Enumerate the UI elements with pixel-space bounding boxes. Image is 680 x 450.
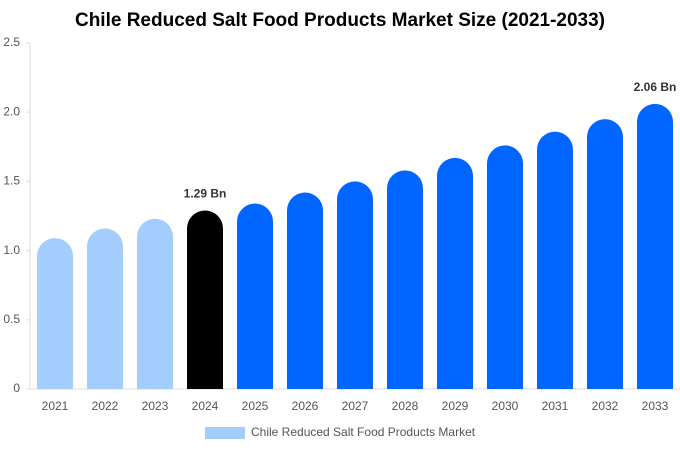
y-tick-label: 0.5: [3, 312, 20, 326]
bar: [237, 203, 273, 389]
x-tick-label: 2032: [592, 399, 619, 413]
x-tick-label: 2023: [142, 399, 169, 413]
legend-label: Chile Reduced Salt Food Products Market: [251, 425, 476, 439]
bar: [287, 192, 323, 389]
y-tick-label: 1.5: [3, 174, 20, 188]
x-tick-label: 2021: [42, 399, 69, 413]
x-tick-label: 2025: [242, 399, 269, 413]
bar: [587, 119, 623, 389]
value-label: 2.06 Bn: [634, 80, 677, 94]
bar: [537, 131, 573, 390]
x-tick-label: 2030: [492, 399, 519, 413]
x-tick-label: 2033: [642, 399, 669, 413]
bar: [487, 145, 523, 389]
x-tick-label: 2024: [192, 399, 219, 413]
legend-swatch: [205, 427, 245, 439]
x-tick-label: 2022: [92, 399, 119, 413]
bar: [87, 228, 123, 389]
bar: [637, 103, 673, 390]
bar: [37, 238, 73, 389]
y-tick-label: 2.0: [3, 104, 20, 118]
bar: [437, 157, 473, 389]
bar: [137, 218, 173, 389]
x-tick-label: 2028: [392, 399, 419, 413]
bar: [187, 210, 223, 389]
x-tick-label: 2029: [442, 399, 469, 413]
bar: [337, 181, 373, 389]
x-tick-label: 2026: [292, 399, 319, 413]
chart-title: Chile Reduced Salt Food Products Market …: [75, 10, 605, 31]
bar: [387, 170, 423, 389]
value-label: 1.29 Bn: [184, 187, 227, 201]
x-tick-label: 2031: [542, 399, 569, 413]
y-tick-label: 0: [13, 381, 20, 395]
x-tick-label: 2027: [342, 399, 369, 413]
y-tick-label: 1.0: [3, 243, 20, 257]
y-tick-label: 2.5: [3, 35, 20, 49]
